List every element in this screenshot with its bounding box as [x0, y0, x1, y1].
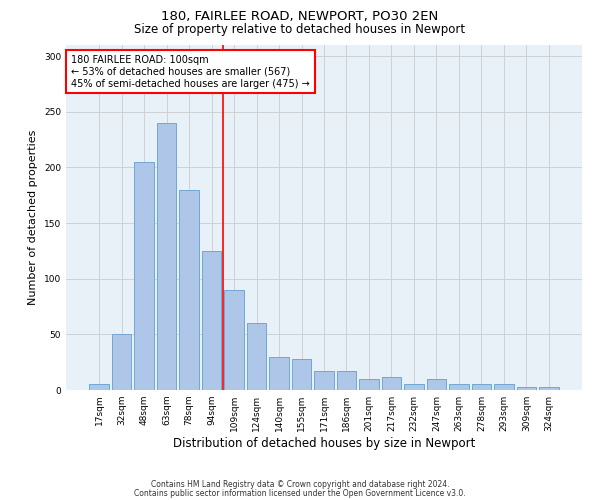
Bar	[449, 384, 469, 390]
Bar	[314, 371, 334, 390]
Bar	[89, 384, 109, 390]
Bar	[292, 359, 311, 390]
Text: 180 FAIRLEE ROAD: 100sqm
← 53% of detached houses are smaller (567)
45% of semi-: 180 FAIRLEE ROAD: 100sqm ← 53% of detach…	[71, 56, 310, 88]
Bar	[494, 384, 514, 390]
Text: Contains public sector information licensed under the Open Government Licence v3: Contains public sector information licen…	[134, 488, 466, 498]
Bar	[427, 379, 446, 390]
Bar	[202, 251, 221, 390]
X-axis label: Distribution of detached houses by size in Newport: Distribution of detached houses by size …	[173, 437, 475, 450]
Bar	[404, 384, 424, 390]
Bar	[224, 290, 244, 390]
Bar	[539, 386, 559, 390]
Bar	[112, 334, 131, 390]
Text: Contains HM Land Registry data © Crown copyright and database right 2024.: Contains HM Land Registry data © Crown c…	[151, 480, 449, 489]
Bar	[179, 190, 199, 390]
Bar	[134, 162, 154, 390]
Bar	[247, 323, 266, 390]
Text: 180, FAIRLEE ROAD, NEWPORT, PO30 2EN: 180, FAIRLEE ROAD, NEWPORT, PO30 2EN	[161, 10, 439, 23]
Bar	[517, 386, 536, 390]
Bar	[472, 384, 491, 390]
Bar	[337, 371, 356, 390]
Bar	[382, 376, 401, 390]
Bar	[359, 379, 379, 390]
Y-axis label: Number of detached properties: Number of detached properties	[28, 130, 38, 305]
Bar	[269, 356, 289, 390]
Text: Size of property relative to detached houses in Newport: Size of property relative to detached ho…	[134, 22, 466, 36]
Bar	[157, 123, 176, 390]
